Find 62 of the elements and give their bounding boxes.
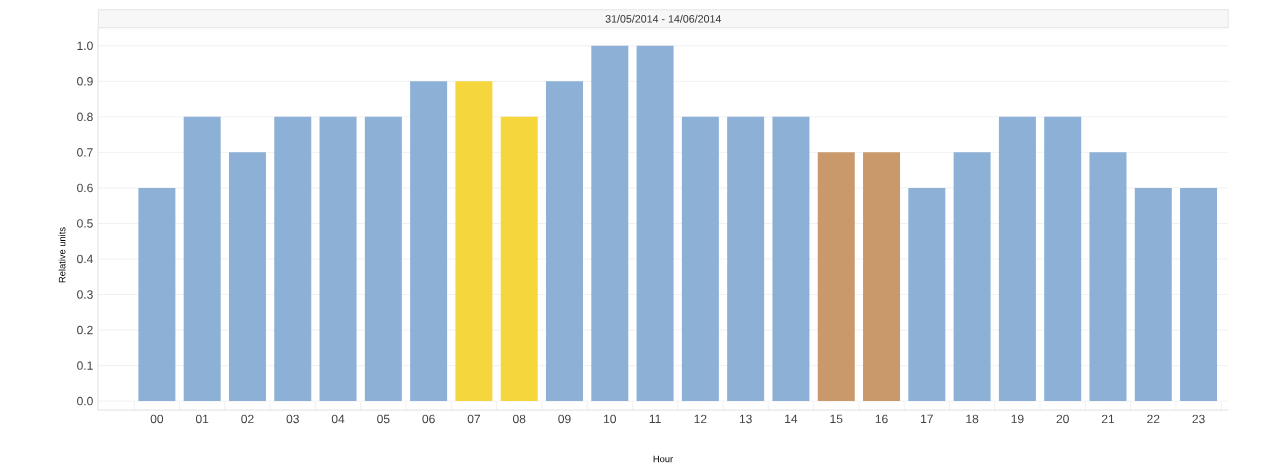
- bar: [319, 116, 357, 402]
- x-tick-label: 11: [649, 414, 661, 423]
- x-tick-label: 15: [830, 414, 843, 424]
- bar: [817, 152, 855, 402]
- bar: [546, 81, 583, 402]
- y-axis-title: Relative units: [58, 227, 66, 283]
- bar: [681, 116, 719, 402]
- x-tick-label: 18: [966, 414, 979, 424]
- x-tick-label: 21: [1101, 414, 1115, 424]
- x-tick-label: 07: [467, 414, 480, 424]
- x-tick-label: 14: [785, 414, 798, 423]
- y-tick-label: 0.6: [77, 183, 93, 193]
- bar: [274, 116, 312, 402]
- x-tick-label: 19: [1011, 414, 1024, 424]
- y-tick-label: 0.8: [77, 112, 93, 122]
- y-tick-label: 0.7: [77, 148, 93, 157]
- bar: [591, 45, 629, 402]
- bar: [1044, 116, 1082, 402]
- x-tick-label: 02: [241, 414, 254, 424]
- bar: [908, 187, 946, 402]
- bar: [228, 152, 266, 402]
- x-tick-label: 09: [558, 414, 571, 424]
- x-tick-label: 05: [377, 414, 390, 424]
- bar: [636, 45, 674, 402]
- bar: [1089, 152, 1127, 402]
- x-tick-label: 10: [604, 414, 616, 424]
- y-tick-label: 0.0: [77, 396, 93, 406]
- x-tick-label: 12: [694, 414, 707, 424]
- x-tick-label: 23: [1192, 414, 1205, 424]
- bar: [500, 116, 538, 402]
- x-axis-title: Hour: [653, 455, 673, 463]
- bar: [364, 116, 402, 402]
- x-tick-label: 20: [1056, 414, 1069, 424]
- y-tick-label: 0.1: [77, 361, 93, 370]
- y-tick-label: 0.4: [77, 254, 93, 264]
- bar: [772, 116, 810, 402]
- bar: [183, 116, 221, 402]
- bar: [727, 116, 765, 402]
- x-tick-label: 06: [422, 414, 435, 424]
- x-tick-label: 17: [921, 414, 933, 423]
- y-tick-label: 0.2: [77, 325, 93, 335]
- x-tick-label: 13: [739, 414, 752, 424]
- bar: [455, 81, 493, 402]
- x-tick-label: 16: [875, 414, 888, 424]
- x-tick-label: 00: [150, 414, 164, 424]
- bar: [998, 116, 1036, 402]
- bar: [953, 152, 991, 402]
- y-tick-label: 0.9: [77, 77, 93, 86]
- y-tick-label: 0.3: [77, 290, 93, 299]
- bar: [863, 152, 901, 402]
- x-tick-label: 01: [195, 414, 209, 424]
- bar: [138, 187, 176, 402]
- bar: [410, 81, 448, 402]
- x-tick-label: 03: [286, 414, 299, 424]
- y-tick-label: 0.5: [77, 219, 93, 228]
- y-tick-label: 1.0: [77, 41, 93, 51]
- chart-title: 31/05/2014 - 14/06/2014: [605, 14, 722, 23]
- bar: [1180, 187, 1218, 402]
- x-tick-label: 08: [512, 414, 526, 424]
- bar: [1134, 187, 1172, 402]
- x-tick-label: 04: [331, 414, 345, 424]
- x-tick-label: 22: [1147, 414, 1160, 424]
